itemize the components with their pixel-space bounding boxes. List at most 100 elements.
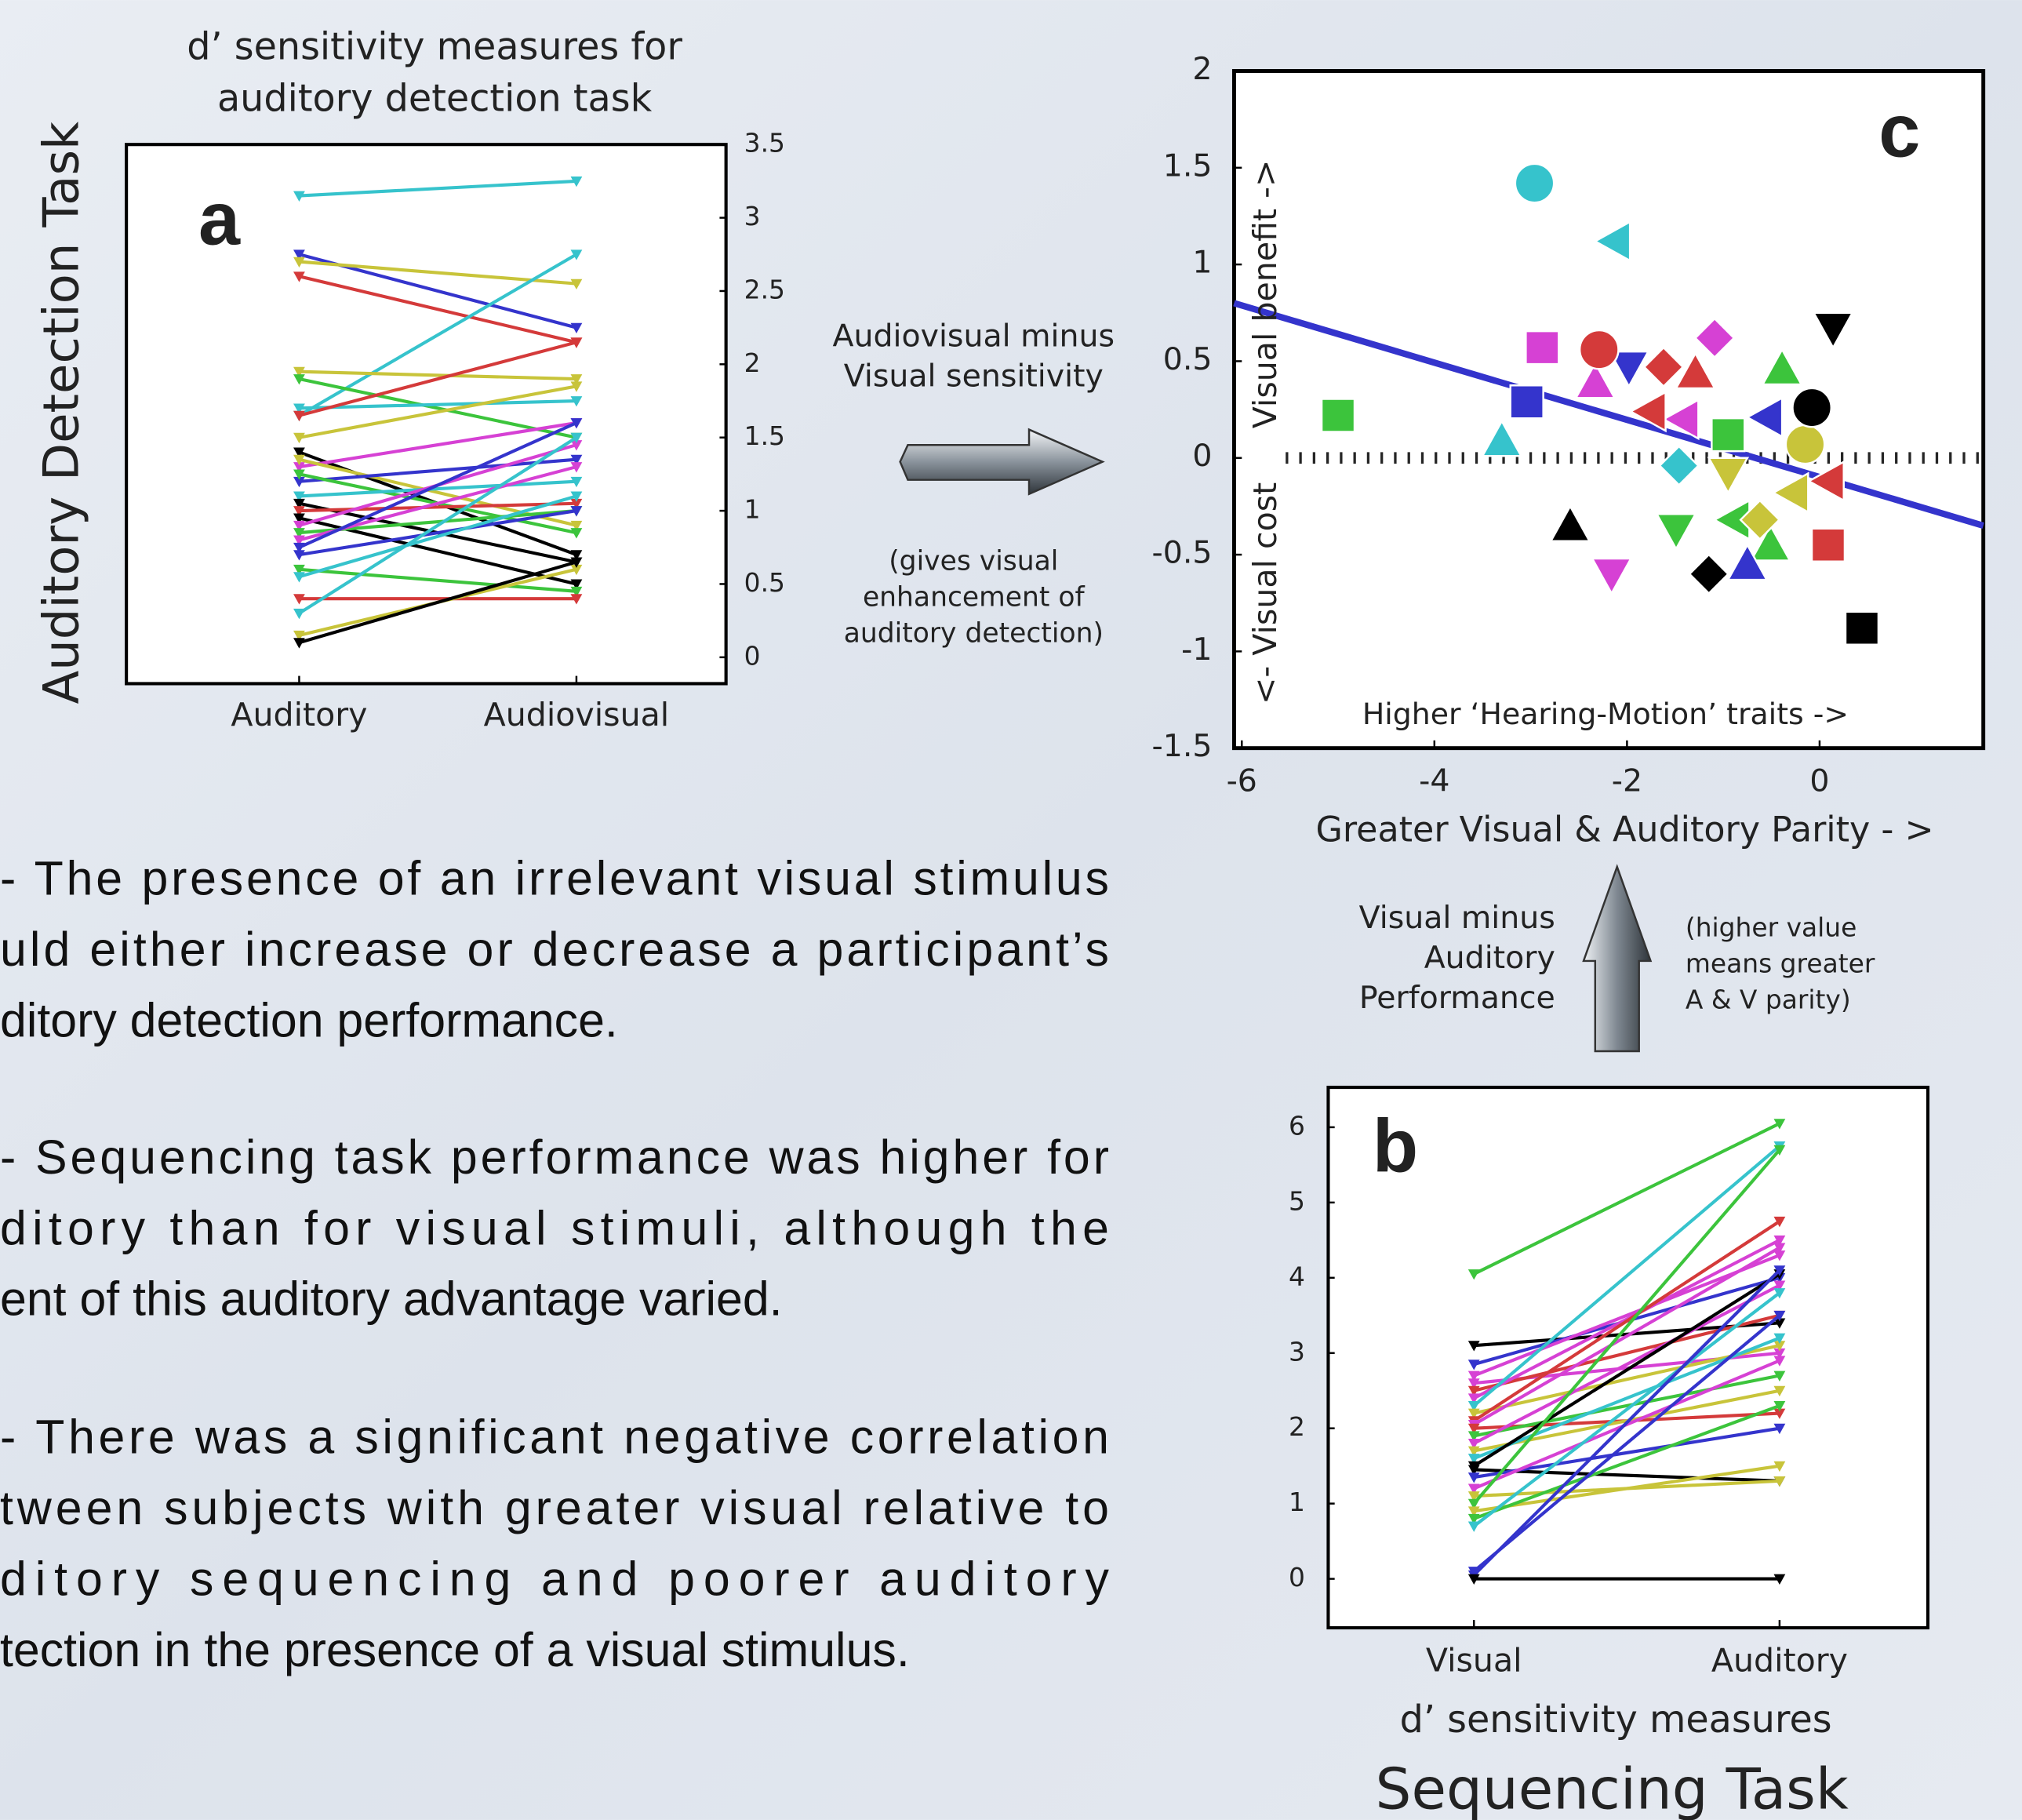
point bbox=[1773, 1385, 1786, 1397]
series-line bbox=[298, 421, 577, 549]
point bbox=[1844, 610, 1880, 646]
plot-area bbox=[1326, 1086, 1930, 1630]
point bbox=[1467, 1269, 1480, 1280]
y-tick-label: 3 bbox=[744, 201, 761, 231]
point bbox=[1726, 543, 1769, 581]
point bbox=[1467, 1438, 1480, 1450]
y-tick-label: 1 bbox=[1289, 1487, 1305, 1517]
point bbox=[1590, 557, 1633, 595]
series-line bbox=[1473, 1403, 1780, 1520]
point bbox=[293, 535, 305, 546]
series-line bbox=[299, 399, 576, 410]
body-text: tection in the presence of a visual stim… bbox=[0, 1623, 910, 1676]
y-tick-label: 0 bbox=[744, 640, 761, 671]
point bbox=[1674, 351, 1717, 390]
point bbox=[1711, 417, 1746, 453]
point bbox=[1773, 1250, 1786, 1261]
series-line bbox=[299, 369, 576, 381]
point bbox=[1661, 398, 1700, 441]
point bbox=[570, 550, 583, 561]
point bbox=[293, 454, 305, 466]
series-line bbox=[1473, 1254, 1780, 1378]
arrow-note: enhancement of bbox=[863, 581, 1086, 613]
y-tick-label: 0 bbox=[1289, 1562, 1305, 1592]
y-tick-label: 1 bbox=[744, 494, 761, 525]
panel-label: c bbox=[1878, 90, 1920, 173]
series-line bbox=[1473, 1220, 1781, 1422]
series-line bbox=[1472, 1148, 1781, 1505]
point bbox=[1773, 1401, 1786, 1412]
point bbox=[1773, 1461, 1786, 1472]
point bbox=[1467, 1521, 1480, 1532]
point bbox=[293, 550, 305, 561]
point bbox=[570, 586, 583, 598]
point bbox=[293, 366, 305, 378]
arrow-label: Visual sensitivity bbox=[844, 358, 1104, 394]
point bbox=[570, 322, 583, 334]
point bbox=[570, 498, 583, 510]
point bbox=[1773, 1145, 1786, 1156]
point bbox=[1773, 1280, 1786, 1291]
point bbox=[293, 608, 305, 620]
point bbox=[1771, 471, 1809, 514]
point bbox=[293, 271, 305, 282]
point bbox=[1773, 1235, 1786, 1247]
point bbox=[1761, 348, 1803, 386]
point bbox=[293, 403, 305, 414]
body-text: ent of this auditory advantage varied. bbox=[0, 1272, 783, 1326]
point bbox=[293, 191, 305, 202]
chart-title: d’ sensitivity measures for bbox=[187, 26, 682, 69]
point bbox=[1806, 460, 1845, 503]
series-line bbox=[299, 377, 577, 439]
point bbox=[1481, 419, 1523, 457]
point bbox=[293, 374, 305, 385]
point bbox=[570, 564, 583, 576]
arrow-note: auditory detection) bbox=[844, 617, 1104, 649]
point bbox=[570, 557, 583, 568]
arrow-note: (gives visual bbox=[889, 545, 1058, 577]
x-axis-label: Greater Visual & Auditory Parity - > bbox=[1315, 810, 1933, 850]
point bbox=[570, 432, 583, 444]
fit-line bbox=[1233, 300, 1984, 529]
point bbox=[1791, 387, 1833, 428]
point bbox=[570, 506, 583, 517]
point bbox=[1773, 1356, 1786, 1367]
point bbox=[293, 491, 305, 502]
point bbox=[1773, 1408, 1786, 1419]
point bbox=[1745, 396, 1784, 439]
body-text: - The presence of an irrelevant visual s… bbox=[0, 852, 1109, 905]
point bbox=[1628, 390, 1667, 433]
point bbox=[1467, 1574, 1480, 1585]
series-line bbox=[299, 479, 577, 498]
point bbox=[1467, 1341, 1480, 1352]
point bbox=[1773, 1370, 1786, 1381]
y-tick-label: 2 bbox=[1192, 51, 1212, 87]
y-tick-label: 5 bbox=[1289, 1185, 1305, 1216]
series-line bbox=[1472, 1269, 1781, 1577]
series-line bbox=[299, 421, 577, 469]
point bbox=[570, 396, 583, 407]
y-axis-label: Auditory Detection Task bbox=[32, 122, 89, 704]
point bbox=[1509, 384, 1544, 420]
point bbox=[293, 469, 305, 480]
series-line bbox=[298, 275, 577, 344]
point bbox=[570, 249, 583, 260]
series-line bbox=[299, 501, 576, 513]
point bbox=[1608, 350, 1650, 389]
series-line bbox=[1472, 1291, 1781, 1528]
point bbox=[293, 528, 305, 539]
point bbox=[570, 579, 583, 590]
point bbox=[1773, 1318, 1786, 1329]
point bbox=[1467, 1465, 1480, 1476]
point bbox=[570, 440, 583, 451]
point bbox=[1467, 1483, 1480, 1494]
x-tick-label: Auditory bbox=[231, 696, 367, 733]
body-text: ditory detection performance. bbox=[0, 994, 618, 1047]
annotation: Visual benefit -> bbox=[1246, 160, 1284, 429]
annotation: <- Visual cost bbox=[1246, 482, 1284, 704]
point bbox=[1642, 346, 1685, 388]
point bbox=[293, 410, 305, 422]
point bbox=[1467, 1385, 1480, 1397]
series-line bbox=[1473, 1122, 1780, 1276]
